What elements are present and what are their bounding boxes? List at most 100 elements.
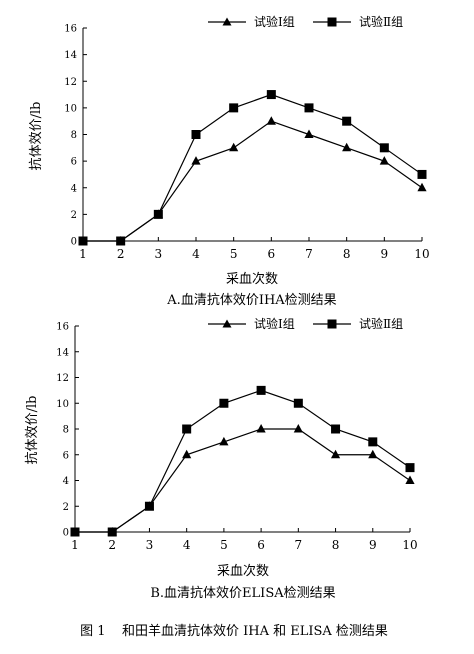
chart-a-series-1-point [417, 182, 427, 192]
chart-b-x-tick-label: 3 [146, 538, 154, 552]
chart-b-legend-series-2: 试验Ⅱ组 [359, 316, 403, 331]
chart-a-series-2-point [229, 103, 239, 113]
chart-b-series-2-line [75, 389, 411, 533]
chart-b-series-1-point [256, 424, 266, 433]
chart-b-x-tick-label: 1 [71, 538, 79, 552]
chart-b-series-2-point [219, 398, 229, 408]
chart-a-y-tick-label: 14 [64, 50, 77, 61]
chart-b-x-tick-label: 9 [369, 538, 377, 552]
chart-a-series-2-point [342, 116, 352, 126]
chart-b-series-1-point [330, 449, 341, 459]
chart-a-series-1-point [379, 156, 389, 165]
chart-a-x-tick-label: 7 [305, 247, 313, 261]
chart-a-title: A.血清抗体效价IHA检测结果 [166, 293, 336, 308]
chart-a-x-tick-label: 8 [343, 247, 351, 261]
chart-b-x-tick-label: 6 [257, 538, 265, 552]
chart-b-series-2-point [368, 437, 378, 447]
chart-b-y-ticks: 0 2 4 6 8 10 12 14 16 [56, 322, 79, 539]
chart-a-y-ticks: 0 2 4 6 8 10 12 14 16 [64, 24, 87, 248]
chart-a-series-2-point [153, 209, 163, 219]
chart-a-legend-square-marker [327, 17, 337, 27]
chart-b-y-tick-label: 14 [56, 347, 69, 358]
chart-a-series-2-point [116, 236, 126, 246]
figure-caption: 图 1 和田羊血清抗体效价 IHA 和 ELISA 检测结果 [80, 623, 388, 639]
chart-b-y-tick-label: 10 [56, 399, 69, 410]
chart-b-legend-series-1: 试验Ⅰ组 [254, 316, 295, 331]
chart-b-legend: 试验Ⅰ组 试验Ⅱ组 [208, 316, 403, 331]
chart-a-series-1-point [266, 116, 276, 125]
chart-b-series-1-point [368, 449, 378, 459]
chart-b-x-tick-label: 8 [332, 538, 340, 552]
chart-a-series-1-point [304, 129, 314, 138]
chart-b-y-axis-label: 抗体效价/lb [25, 396, 40, 465]
chart-b-x-tick-label: 4 [183, 538, 191, 552]
chart-a-series-layer [78, 90, 427, 246]
chart-b-series-2-point [107, 527, 117, 537]
chart-b-x-tick-label: 2 [108, 538, 116, 552]
chart-a-x-tick-label: 2 [117, 247, 125, 261]
chart-a-x-tick-label: 1 [79, 247, 87, 261]
chart-b-y-tick-label: 0 [63, 528, 69, 539]
chart-a-x-tick-label: 9 [381, 247, 389, 261]
chart-a-x-tick-label: 5 [230, 247, 238, 261]
chart-b-series-2-point [182, 424, 192, 434]
chart-a-y-tick-label: 4 [71, 183, 77, 194]
chart-b-legend-square-marker [327, 319, 337, 329]
chart-b-series-layer [70, 385, 415, 537]
chart-b-series-2-point [70, 527, 80, 537]
chart-b-y-tick-label: 2 [63, 502, 69, 513]
chart-b-title: B.血清抗体效价ELISA检测结果 [150, 586, 335, 601]
chart-b-x-axis-label: 采血次数 [217, 563, 269, 579]
chart-a-series-2-point [379, 143, 389, 153]
chart-a-y-tick-label: 2 [71, 210, 77, 221]
chart-a-series-2-point [304, 103, 314, 113]
chart-a-series-1-point [191, 156, 201, 165]
chart-a-legend-triangle-marker [222, 17, 232, 26]
chart-a-x-tick-label: 3 [155, 247, 163, 261]
chart-a-series-2-point [78, 236, 88, 246]
chart-a-y-tick-label: 6 [71, 157, 77, 168]
chart-a-series-2-point [191, 130, 201, 139]
chart-a-y-tick-label: 12 [64, 77, 77, 88]
chart-a-legend-series-1: 试验Ⅰ组 [254, 14, 295, 29]
chart-a-series-1-point [342, 142, 352, 152]
chart-b-y-tick-label: 12 [56, 373, 69, 384]
chart-a-series-2-point [417, 169, 427, 179]
chart-a-x-tick-label: 6 [268, 247, 276, 261]
chart-a-y-tick-label: 10 [64, 103, 77, 114]
chart-b-y-tick-label: 4 [63, 476, 69, 487]
chart-b-series-2-point [256, 385, 266, 395]
chart-a-x-axis-label: 采血次数 [226, 271, 278, 287]
chart-a-x-tick-label: 10 [414, 247, 429, 261]
chart-b-legend-triangle-marker [222, 319, 232, 328]
chart-a-series-2-line [83, 93, 423, 242]
chart-b-y-tick-label: 16 [56, 322, 69, 333]
chart-b-x-ticks: 1 2 3 4 5 6 7 8 9 10 [71, 528, 418, 552]
chart-b-series-1-point [293, 424, 303, 433]
chart-a-y-tick-label: 16 [64, 24, 77, 35]
chart-b-series-2-point [293, 398, 303, 408]
chart-b-x-tick-label: 5 [220, 538, 228, 552]
chart-b-series-1-point [219, 436, 229, 446]
chart-b-y-tick-label: 8 [63, 425, 69, 436]
chart-a-y-axis-label: 抗体效价/lb [29, 102, 44, 171]
chart-a-legend-series-2: 试验Ⅱ组 [359, 14, 403, 29]
chart-a-series-1-point [229, 142, 239, 152]
chart-b-series-2-point [144, 501, 154, 511]
chart-b-y-tick-label: 6 [63, 450, 69, 461]
chart-a-legend: 试验Ⅰ组 试验Ⅱ组 [208, 14, 403, 29]
chart-b-series-1-line [75, 428, 411, 533]
chart-b-series-2-point [331, 424, 341, 434]
chart-b-series-1-point [182, 449, 192, 459]
chart-a-x-tick-label: 4 [192, 247, 200, 261]
chart-b-series-2-point [405, 463, 415, 473]
chart-a-series-2-point [266, 90, 276, 100]
chart-a-y-tick-label: 8 [71, 130, 77, 141]
chart-a-y-tick-label: 0 [71, 237, 77, 248]
chart-b-x-tick-label: 10 [402, 538, 417, 552]
chart-b-series-1-point [405, 475, 415, 484]
chart-b-x-tick-label: 7 [295, 538, 303, 552]
